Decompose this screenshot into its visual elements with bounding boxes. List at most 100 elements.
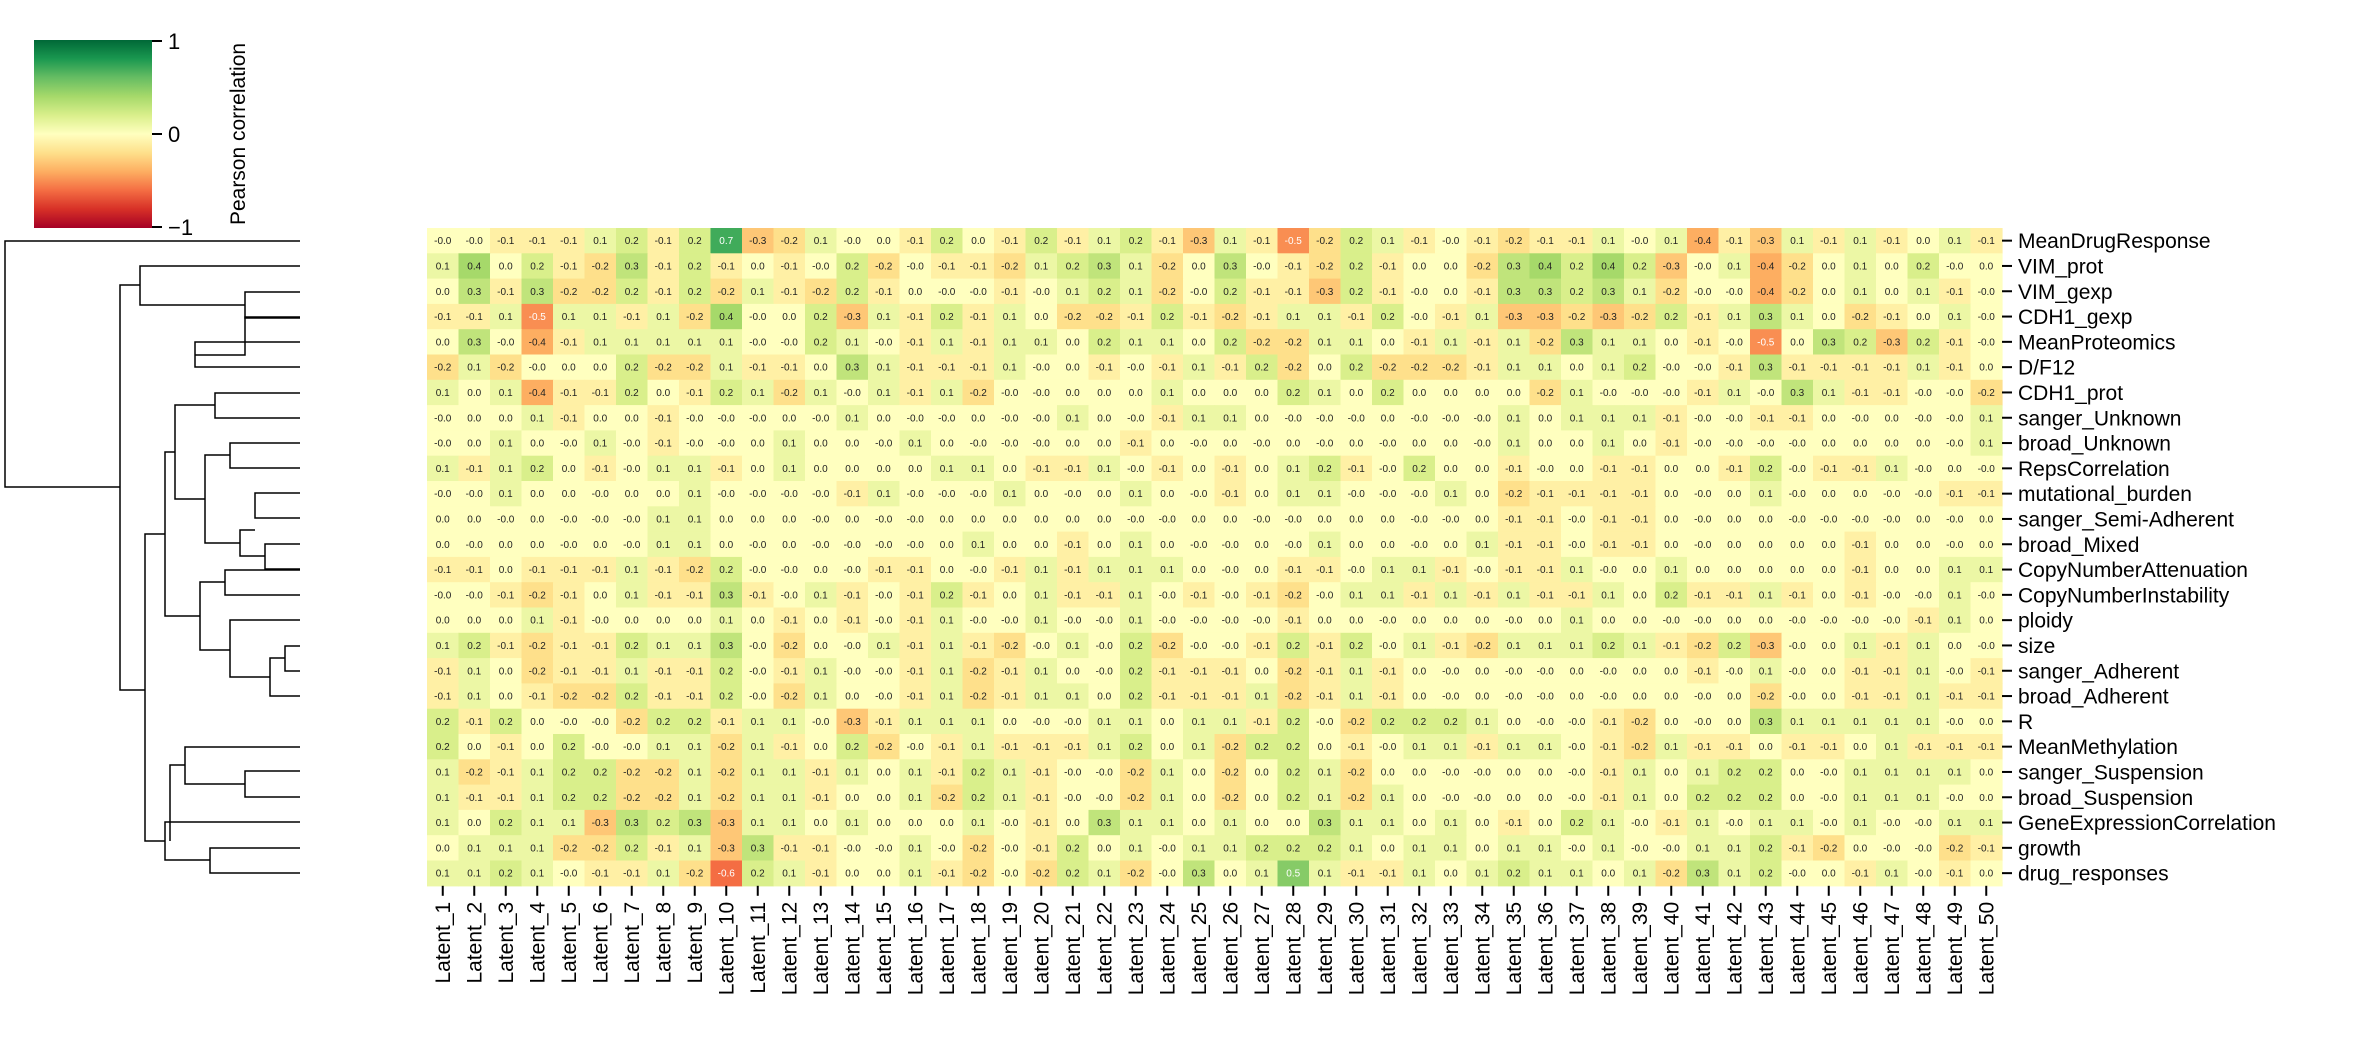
- row-label: GeneExpressionCorrelation: [2018, 812, 2276, 835]
- cell-annotation: -0.0: [970, 565, 988, 576]
- cell-annotation: 0.0: [1412, 666, 1426, 677]
- cell-annotation: -0.1: [1852, 464, 1870, 475]
- cell-annotation: 0.1: [688, 464, 702, 475]
- cell-annotation: 0.2: [1129, 692, 1143, 703]
- cell-annotation: -0.0: [1694, 363, 1712, 374]
- heatmap-cell: [1120, 481, 1153, 507]
- cell-annotation: 0.1: [782, 767, 796, 778]
- cell-annotation: -0.0: [1789, 514, 1807, 525]
- heatmap-cell: [1655, 379, 1688, 406]
- cell-annotation: -0.1: [434, 692, 452, 703]
- heatmap-cell: [679, 582, 712, 609]
- heatmap-cell: [1088, 582, 1121, 609]
- cell-annotation: -0.1: [1663, 439, 1681, 450]
- heatmap-cell: [553, 303, 586, 330]
- cell-annotation: 0.1: [1727, 843, 1741, 854]
- row-label: VIM_gexp: [2018, 281, 2113, 304]
- cell-annotation: -0.1: [1379, 692, 1397, 703]
- heatmap-cell: [931, 506, 964, 533]
- cell-annotation: -0.1: [1379, 869, 1397, 880]
- heatmap-cell: [1214, 253, 1247, 280]
- heatmap-cell: [1183, 582, 1216, 609]
- cell-annotation: -0.1: [1663, 413, 1681, 424]
- cell-annotation: -0.2: [1222, 312, 1240, 323]
- cell-annotation: -0.1: [1159, 464, 1177, 475]
- cell-annotation: -0.1: [1600, 489, 1618, 500]
- cell-annotation: -0.1: [497, 287, 515, 298]
- cell-annotation: -0.0: [812, 489, 830, 500]
- cell-annotation: 0.0: [1633, 565, 1647, 576]
- cell-annotation: 0.1: [1349, 590, 1363, 601]
- cell-annotation: -0.1: [907, 337, 925, 348]
- cell-annotation: 0.0: [845, 464, 859, 475]
- cell-annotation: -0.0: [560, 540, 578, 551]
- cell-annotation: -0.0: [749, 641, 767, 652]
- heatmap-cell: [1876, 379, 1909, 406]
- cell-annotation: 0.1: [908, 869, 922, 880]
- cell-annotation: -0.0: [1348, 489, 1366, 500]
- cell-annotation: 0.2: [656, 717, 670, 728]
- cell-annotation: 0.2: [1160, 312, 1174, 323]
- heatmap-cell: [1340, 329, 1373, 356]
- heatmap-cell: [899, 582, 932, 609]
- heatmap-cell: [710, 506, 743, 533]
- cell-annotation: 0.0: [1538, 767, 1552, 778]
- cell-annotation: 0.0: [1444, 439, 1458, 450]
- heatmap-cell: [1529, 556, 1562, 583]
- cell-annotation: 0.1: [1097, 236, 1111, 247]
- cell-annotation: 0.3: [1790, 388, 1804, 399]
- cell-annotation: 0.1: [1003, 793, 1017, 804]
- cell-annotation: 0.0: [940, 540, 954, 551]
- heatmap-cell: [1057, 354, 1090, 381]
- cell-annotation: -0.1: [1474, 742, 1492, 753]
- cell-annotation: -0.0: [1789, 616, 1807, 627]
- cell-annotation: -0.2: [1348, 717, 1366, 728]
- cell-annotation: 0.2: [1570, 287, 1584, 298]
- cell-annotation: 0.0: [530, 742, 544, 753]
- cell-annotation: -0.1: [1820, 742, 1838, 753]
- heatmap-cell: [616, 582, 649, 609]
- cell-annotation: 0.1: [1507, 590, 1521, 601]
- cell-annotation: -0.0: [1946, 439, 1964, 450]
- cell-annotation: -0.0: [434, 413, 452, 424]
- heatmap-cell: [742, 582, 775, 609]
- cell-annotation: 0.0: [1286, 818, 1300, 829]
- cell-annotation: 0.1: [1192, 843, 1206, 854]
- dendrogram-branch: [195, 316, 300, 356]
- heatmap-cell: [1214, 354, 1247, 381]
- heatmap-cell: [1529, 481, 1562, 507]
- cell-annotation: -0.3: [592, 818, 610, 829]
- heatmap-cell: [1372, 481, 1405, 507]
- cell-annotation: -0.2: [812, 287, 830, 298]
- cell-annotation: 0.1: [530, 413, 544, 424]
- cell-annotation: 0.2: [1696, 793, 1710, 804]
- cell-annotation: -0.0: [1222, 641, 1240, 652]
- heatmap-cell: [1687, 531, 1720, 558]
- heatmap-cell: [1088, 303, 1121, 330]
- heatmap-cell: [931, 481, 964, 507]
- cell-annotation: -0.2: [1222, 767, 1240, 778]
- heatmap-cell: [1309, 278, 1342, 305]
- cell-annotation: -0.1: [1001, 287, 1019, 298]
- cell-annotation: 0.1: [1286, 464, 1300, 475]
- cell-annotation: -0.0: [466, 489, 484, 500]
- cell-annotation: 0.1: [1160, 388, 1174, 399]
- cell-annotation: 0.1: [1381, 590, 1395, 601]
- cell-annotation: -0.1: [1694, 590, 1712, 601]
- heatmap-cell: [584, 506, 617, 533]
- heatmap-cell: [899, 228, 932, 254]
- cell-annotation: 0.0: [1885, 540, 1899, 551]
- cell-annotation: 0.1: [1759, 590, 1773, 601]
- cell-annotation: 0.1: [1538, 869, 1552, 880]
- cell-annotation: 0.1: [530, 616, 544, 627]
- heatmap-cell: [994, 481, 1027, 507]
- cell-annotation: -0.1: [1978, 489, 1996, 500]
- heatmap-cell: [1750, 481, 1783, 507]
- cell-annotation: -0.1: [1001, 565, 1019, 576]
- heatmap-cell: [836, 379, 869, 406]
- cell-annotation: 0.3: [1192, 869, 1206, 880]
- heatmap-cell: [458, 228, 491, 254]
- heatmap-cell: [1340, 253, 1373, 280]
- cell-annotation: 0.1: [688, 540, 702, 551]
- heatmap-cell: [1183, 354, 1216, 381]
